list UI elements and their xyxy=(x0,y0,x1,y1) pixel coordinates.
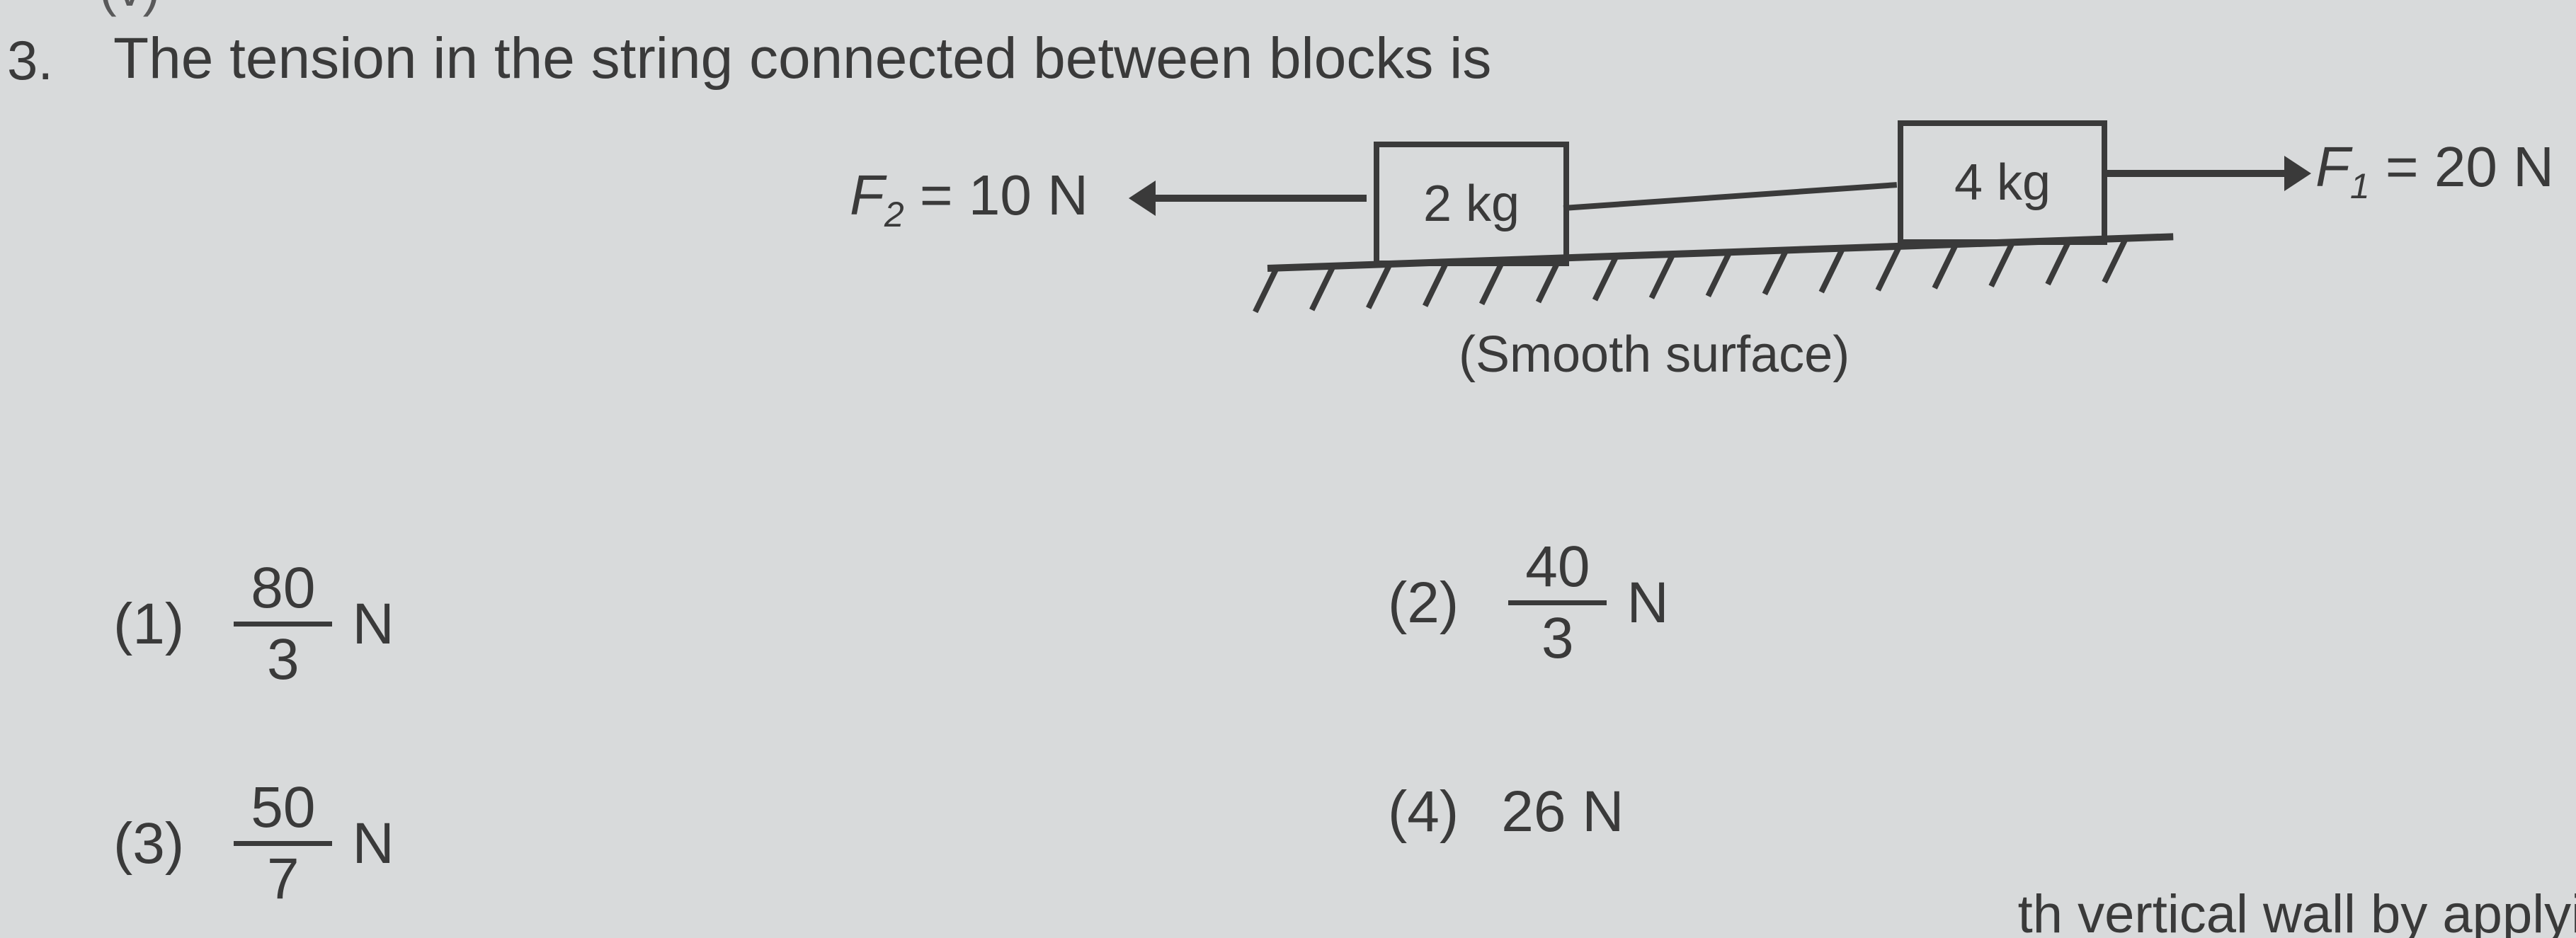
option-1-denominator: 3 xyxy=(250,631,317,689)
block-left-label: 2 kg xyxy=(1423,175,1520,233)
option-1-unit: N xyxy=(352,591,394,658)
block-left: 2 kg xyxy=(1374,142,1569,266)
option-4: (4) 26 N xyxy=(1388,779,1624,845)
f1-subscript: 1 xyxy=(2350,166,2370,206)
force-left-label: F2 = 10 N xyxy=(850,163,1088,235)
partial-text-bottom: th vertical wall by applyi xyxy=(2018,883,2576,938)
f2-value: = 10 N xyxy=(904,164,1088,227)
option-3-numerator: 50 xyxy=(234,779,332,837)
option-3-fraction: 50 7 xyxy=(234,779,332,908)
f2-symbol: F xyxy=(850,164,884,227)
option-1-numerator: 80 xyxy=(234,559,332,617)
option-2-denominator: 3 xyxy=(1524,610,1591,668)
option-2-fraction: 40 3 xyxy=(1508,538,1607,668)
diagram: F2 = 10 N 2 kg 4 kg F1 = 20 N xyxy=(821,127,2450,382)
block-right-label: 4 kg xyxy=(1954,154,2051,212)
question-stem: The tension in the string connected betw… xyxy=(113,25,1491,92)
f1-symbol: F xyxy=(2315,135,2350,198)
arrow-right xyxy=(2102,170,2286,177)
option-3-number: (3) xyxy=(113,811,184,877)
f2-subscript: 2 xyxy=(884,195,904,234)
connecting-string xyxy=(1563,182,1897,211)
option-2-number: (2) xyxy=(1388,570,1459,636)
page-root: (v) 3. The tension in the string connect… xyxy=(0,0,2576,938)
option-1-number: (1) xyxy=(113,591,184,658)
force-right-label: F1 = 20 N xyxy=(2315,135,2554,207)
option-1-fraction: 80 3 xyxy=(234,559,332,689)
option-1: (1) 80 3 N xyxy=(113,559,394,689)
partial-text-top: (v) xyxy=(99,0,160,18)
option-3: (3) 50 7 N xyxy=(113,779,394,908)
option-4-value: 26 N xyxy=(1501,779,1624,845)
option-2-unit: N xyxy=(1626,570,1668,636)
option-3-denominator: 7 xyxy=(250,850,317,908)
option-2: (2) 40 3 N xyxy=(1388,538,1669,668)
block-right: 4 kg xyxy=(1898,120,2107,245)
f1-value: = 20 N xyxy=(2370,135,2554,198)
question-number: 3. xyxy=(7,28,53,93)
option-3-unit: N xyxy=(352,811,394,877)
diagram-caption: (Smooth surface) xyxy=(1459,326,1850,384)
arrow-left xyxy=(1154,195,1367,202)
option-2-numerator: 40 xyxy=(1508,538,1607,596)
option-4-number: (4) xyxy=(1388,779,1459,845)
